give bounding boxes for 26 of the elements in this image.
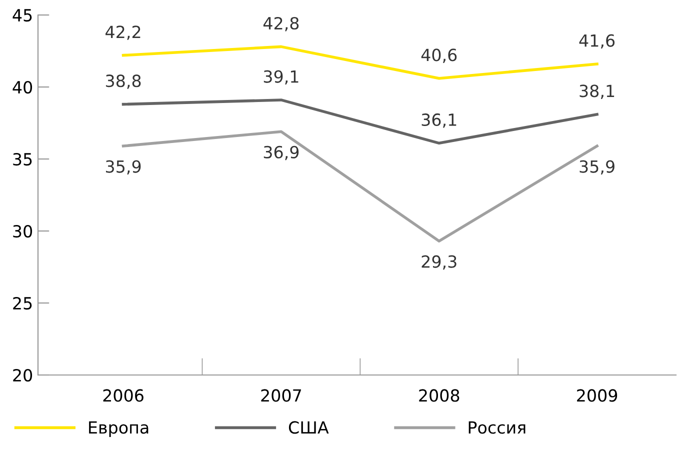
data-label: 29,3 [422,255,456,270]
data-label: 42,8 [263,16,299,32]
y-tick-label: 30 [13,224,32,238]
data-label: 38,8 [106,74,141,89]
legend-label: США [288,421,329,434]
x-tick-label: 2007 [261,389,301,402]
data-label: 36,9 [264,146,299,160]
y-tick-label: 45 [12,9,32,22]
data-label: 35,9 [106,160,141,175]
x-tick-label: 2009 [577,389,618,402]
data-label: 42,2 [106,26,140,40]
data-label: 41,6 [579,34,615,49]
legend-label: Россия [468,421,526,434]
data-label: 40,6 [421,48,457,63]
line-series [122,98,598,145]
data-label: 35,9 [580,160,614,175]
y-tick-label: 35 [13,152,32,166]
legend-label: Европа [89,421,148,437]
data-label: 38,1 [580,84,614,99]
y-tick-label: 40 [12,80,32,94]
data-label: 36,1 [422,113,456,128]
y-tick-label: 25 [13,296,32,310]
x-tick-label: 2008 [419,389,460,402]
y-tick-label: 20 [13,368,32,382]
data-label: 39,1 [264,70,298,85]
x-tick-label: 2006 [103,389,144,402]
